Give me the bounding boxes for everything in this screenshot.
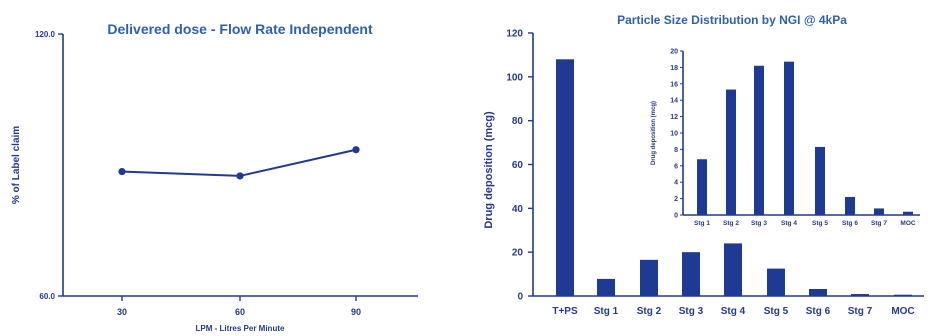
bar-y-tick-label: 100	[506, 72, 523, 83]
inset-x-tick-label: Stg 2	[723, 220, 739, 227]
line-data-point	[118, 167, 126, 176]
inset-y-tick-label: 10	[670, 131, 678, 138]
inset-x-tick-label: MOC	[900, 220, 915, 227]
bar-stg-2	[640, 259, 658, 296]
bar-y-tick-label: 120	[506, 29, 523, 40]
bar-y-tick-label: 40	[512, 204, 524, 215]
bar-stg-1	[597, 278, 615, 296]
inset-y-label: Drug deposition (mcg)	[651, 101, 657, 165]
bar-x-tick-label: Stg 2	[637, 306, 662, 317]
inset-y-tick-label: 0	[674, 213, 678, 220]
line-y-tick-label: 60.0	[39, 292, 55, 301]
line-chart-y-label: % of Label claim	[11, 126, 22, 204]
bar-x-tick-label: Stg 1	[594, 306, 619, 317]
inset-x-tick-label: Stg 4	[781, 220, 797, 227]
inset-y-tick-label: 12	[670, 114, 678, 121]
bar-x-tick-label: Stg 5	[764, 306, 789, 317]
inset-y-tick-label: 18	[670, 65, 678, 72]
line-y-tick-label: 120.0	[35, 30, 56, 39]
bar-x-tick-label: Stg 4	[721, 306, 746, 317]
inset-bar-moc	[903, 211, 913, 215]
line-x-tick-label: 90	[351, 307, 361, 317]
bar-chart-y-label: Drug deposition (mcg)	[483, 111, 495, 229]
bar-moc	[894, 294, 912, 296]
bar-y-tick-label: 20	[512, 248, 524, 259]
inset-y-tick-label: 20	[670, 49, 678, 56]
line-series-path	[121, 148, 357, 177]
bar-y-tick-label: 80	[512, 116, 524, 127]
bar-x-tick-label: MOC	[891, 306, 914, 317]
inset-bar-stg-4	[784, 61, 794, 215]
inset-bar-stg-6	[845, 196, 855, 215]
bar-stg-5	[767, 268, 785, 296]
bar-chart: Particle Size Distribution by NGI @ 4kPa…	[483, 13, 924, 317]
bar-stg-4	[724, 243, 742, 296]
line-chart-title: Delivered dose - Flow Rate Independent	[107, 21, 373, 37]
line-chart-x-label: LPM - Litres Per Minute	[196, 324, 285, 333]
bar-x-tick-label: Stg 7	[848, 306, 873, 317]
line-data-point	[236, 172, 244, 180]
inset-bar-stg-1	[697, 159, 707, 215]
bar-x-tick-label: Stg 6	[806, 306, 831, 317]
inset-x-tick-label: Stg 3	[751, 220, 767, 227]
inset-y-tick-label: 6	[674, 163, 678, 170]
bar-chart-title: Particle Size Distribution by NGI @ 4kPa	[617, 13, 847, 27]
bar-y-tick-label: 60	[512, 160, 524, 171]
line-chart: Delivered dose - Flow Rate Independent 1…	[11, 21, 418, 333]
inset-bar-stg-5	[815, 146, 825, 215]
inset-bar-stg-7	[874, 208, 884, 215]
inset-y-tick-label: 16	[670, 81, 678, 88]
inset-x-tick-label: Stg 6	[842, 220, 858, 227]
inset-y-tick-label: 2	[674, 196, 678, 203]
line-x-tick-label: 30	[117, 307, 127, 317]
line-data-point	[352, 146, 360, 154]
inset-x-tick-label: Stg 7	[871, 220, 887, 227]
bar-t-ps	[556, 59, 574, 296]
inset-bar-stg-3	[754, 65, 764, 215]
inset-bar-stg-2	[726, 89, 736, 215]
inset-y-tick-label: 4	[674, 180, 678, 187]
bar-stg-7	[851, 294, 869, 296]
bar-x-tick-label: T+PS	[552, 306, 578, 317]
inset-y-tick-label: 14	[670, 98, 678, 105]
bar-y-tick-label: 0	[517, 292, 523, 303]
bar-stg-6	[809, 288, 827, 296]
inset-bar-chart: 0 2 4 6 8 10 12 14 16 18 20 Stg 1 Stg 2 Stg 3 Stg 4 St…	[651, 49, 920, 227]
line-x-tick-label: 60	[235, 307, 245, 317]
bar-x-tick-label: Stg 3	[679, 306, 704, 317]
bar-stg-3	[682, 252, 700, 296]
inset-x-tick-label: Stg 5	[812, 220, 828, 227]
inset-y-tick-label: 8	[674, 147, 678, 154]
inset-x-tick-label: Stg 1	[694, 220, 710, 227]
